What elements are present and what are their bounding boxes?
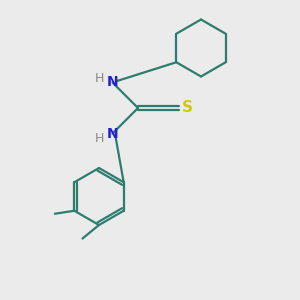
Text: N: N [107,76,118,89]
Text: H: H [95,131,105,145]
Text: H: H [95,71,105,85]
Text: N: N [107,127,118,140]
Text: S: S [182,100,193,116]
